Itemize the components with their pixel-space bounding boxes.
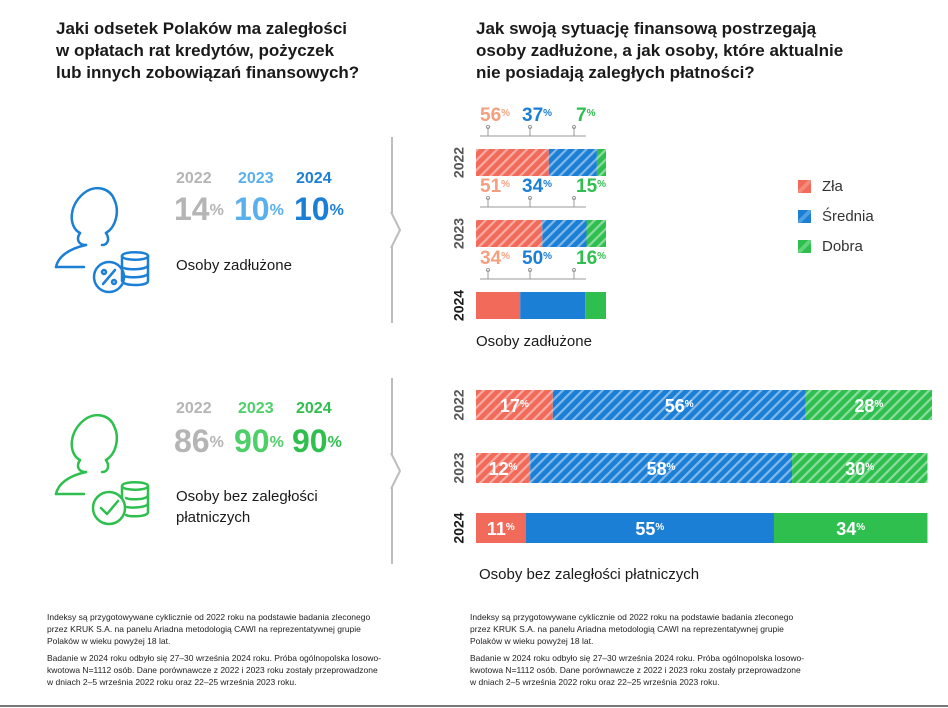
legend-label-dobra: Dobra <box>822 238 863 255</box>
chevron-right-icon-2 <box>390 452 402 490</box>
indebted-pct-2024: 10% <box>294 191 344 227</box>
person-percent-coins-icon <box>50 185 160 300</box>
left-title-line-1: Jaki odsetek Polaków ma zaległości <box>56 19 348 38</box>
left-title-line-3: lub innych zobowiązań finansowych? <box>56 63 360 82</box>
no-arrears-bar-2023-zla <box>476 453 531 483</box>
indebted-value-2023-zla: 51% <box>480 176 510 197</box>
indebted-value-2023-srednia: 34% <box>522 176 552 197</box>
indebted-leader-dot-2023-srednia <box>527 195 533 201</box>
no-arrears-year-label-2022: 2022 <box>451 389 467 420</box>
right-footnote-p2: Badanie w 2024 roku odbyło się 27–30 wrz… <box>470 653 805 687</box>
right-title-line-1: Jak swoją sytuację finansową postrzegają <box>476 19 817 38</box>
indebted-bar-2022-srednia <box>548 149 597 176</box>
left-title-line-2: w opłatach rat kredytów, pożyczek <box>56 41 335 60</box>
no-arrears-year-label-2024: 2024 <box>451 512 467 543</box>
legend-item-srednia: Średnia <box>798 208 874 225</box>
indebted-leader-dot-2022-dobra <box>571 124 577 130</box>
indebted-value-2024-srednia: 50% <box>522 248 552 269</box>
right-title-line-2: osoby zadłużone, a jak osoby, które aktu… <box>476 41 844 60</box>
no-arrears-year-label-2023: 2023 <box>451 452 467 483</box>
indebted-value-2024-zla: 34% <box>480 248 510 269</box>
indebted-leader-dot-2022-zla <box>485 124 491 130</box>
indebted-year-2023: 2023 <box>238 170 274 187</box>
indebted-value-2023-dobra: 15% <box>576 176 606 197</box>
indebted-bar-2024-srednia <box>520 292 586 319</box>
indebted-value-2022-zla: 56% <box>480 106 510 126</box>
no-arrears-pct-2022: 86% <box>174 423 224 459</box>
indebted-year-label-2024: 2024 <box>451 290 467 321</box>
indebted-year-label-2023: 2023 <box>451 218 467 249</box>
chevron-right-icon <box>390 211 402 249</box>
indebted-bar-2023-dobra <box>586 220 606 247</box>
no-arrears-bar-2023-srednia <box>530 453 793 483</box>
right-title: Jak swoją sytuację finansową postrzegają… <box>476 18 843 84</box>
left-footnote-p2: Badanie w 2024 roku odbyło się 27–30 wrz… <box>47 653 382 687</box>
indebted-leader-dot-2024-dobra <box>571 267 577 273</box>
indebted-value-2022-dobra: 7% <box>576 106 596 126</box>
no-arrears-bar-2024-srednia <box>525 513 774 543</box>
no-arrears-chart: 2022 17% 56% 28% 2023 12% 58% 30% 2024 11% 55% 34% <box>440 383 940 553</box>
indebted-leader-dot-2022-srednia <box>527 124 533 130</box>
no-arrears-pct-2023: 90% <box>234 423 284 459</box>
left-title: Jaki odsetek Polaków ma zaległości w opł… <box>56 18 359 84</box>
indebted-year-label-2022: 2022 <box>451 147 467 178</box>
left-footnote: Indeksy są przygotowywane cyklicznie od … <box>47 611 383 693</box>
indebted-leader-dot-2024-srednia <box>527 267 533 273</box>
legend-swatch-dobra <box>798 240 811 253</box>
no-arrears-bar-2024-zla <box>476 513 526 543</box>
indebted-leader-dot-2023-zla <box>485 195 491 201</box>
right-footnote: Indeksy są przygotowywane cyklicznie od … <box>470 611 806 693</box>
legend-item-zla: Zła <box>798 178 843 195</box>
no-arrears-label-line-1: Osoby bez zaległości <box>176 488 318 505</box>
person-check-coins-icon <box>50 412 160 530</box>
no-arrears-bar-2024-dobra <box>773 513 928 543</box>
indebted-bar-2022-dobra <box>596 149 606 176</box>
no-arrears-chart-title: Osoby bez zaległości płatniczych <box>479 566 700 583</box>
indebted-chart: 2022 56% 37% 7% 2023 51% 34% 15% 2024 34% 50% 16% <box>440 105 640 328</box>
indebted-bar-2022-zla <box>476 149 549 176</box>
indebted-chart-title: Osoby zadłużone <box>476 333 592 350</box>
legend-label-zla: Zła <box>822 178 843 195</box>
left-footnote-p1: Indeksy są przygotowywane cyklicznie od … <box>47 612 371 646</box>
no-arrears-year-2022: 2022 <box>176 400 212 417</box>
no-arrears-bar-2022-srednia <box>552 390 806 420</box>
no-arrears-year-2024: 2024 <box>296 400 332 417</box>
indebted-leader-dot-2024-zla <box>485 267 491 273</box>
indebted-value-2024-dobra: 16% <box>576 248 606 269</box>
no-arrears-label-line-2: płatniczych <box>176 509 251 526</box>
indebted-pct-2023: 10% <box>234 191 284 227</box>
no-arrears-label: Osoby bez zaległości płatniczych <box>176 486 318 528</box>
indebted-year-2024: 2024 <box>296 170 332 187</box>
bottom-rule <box>0 705 948 707</box>
legend-label-srednia: Średnia <box>822 208 874 225</box>
no-arrears-pct-2024: 90% <box>292 423 342 459</box>
no-arrears-bar-2022-dobra <box>805 390 932 420</box>
no-arrears-bar-2022-zla <box>476 390 553 420</box>
indebted-leader-dot-2023-dobra <box>571 195 577 201</box>
legend-swatch-srednia <box>798 210 811 223</box>
indebted-value-2022-srednia: 37% <box>522 106 552 126</box>
indebted-pct-2022: 14% <box>174 191 224 227</box>
indebted-label: Osoby zadłużone <box>176 257 292 274</box>
indebted-bar-2024-dobra <box>585 292 606 319</box>
right-footnote-p1: Indeksy są przygotowywane cyklicznie od … <box>470 612 794 646</box>
right-title-line-3: nie posiadają zaległych płatności? <box>476 63 755 82</box>
indebted-year-2022: 2022 <box>176 170 212 187</box>
indebted-bar-2024-zla <box>476 292 521 319</box>
indebted-bar-2023-zla <box>476 220 543 247</box>
indebted-chart-svg: 2022 56% 37% 7% 2023 51% 34% 15% 2024 34% 50% 16% <box>451 105 606 321</box>
no-arrears-year-2023: 2023 <box>238 400 274 417</box>
no-arrears-chart-svg: 2022 17% 56% 28%2023 12% 58% 30%2024 11% 55% 34% <box>451 389 932 544</box>
legend-item-dobra: Dobra <box>798 238 863 255</box>
indebted-bar-2023-srednia <box>542 220 587 247</box>
no-arrears-bar-2023-dobra <box>792 453 928 483</box>
legend-swatch-zla <box>798 180 811 193</box>
